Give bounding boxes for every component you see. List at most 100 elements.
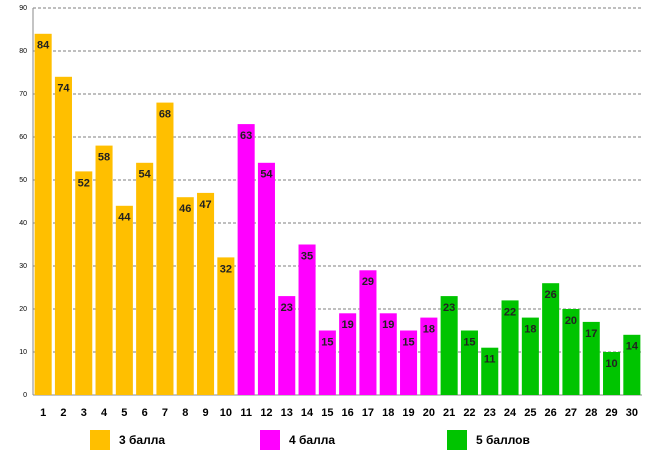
x-tick-label: 23	[484, 407, 496, 419]
bar	[359, 270, 377, 395]
legend-label: 4 балла	[289, 433, 335, 447]
y-tick-label: 20	[19, 306, 27, 313]
x-tick-label: 14	[301, 407, 314, 419]
value-label: 19	[382, 319, 394, 331]
x-tick-label: 1	[40, 407, 46, 419]
bar	[339, 313, 357, 395]
value-label: 52	[78, 177, 90, 189]
x-tick-label: 27	[565, 407, 577, 419]
x-tick-label: 29	[605, 407, 617, 419]
value-label: 20	[565, 315, 577, 327]
value-label: 17	[585, 328, 597, 340]
x-tick-label: 10	[220, 407, 232, 419]
legend-swatch	[90, 430, 110, 450]
x-tick-label: 21	[443, 407, 455, 419]
bar	[460, 330, 478, 395]
value-label: 10	[605, 358, 617, 370]
value-label: 15	[402, 336, 414, 348]
x-tick-label: 19	[402, 407, 414, 419]
x-tick-label: 4	[101, 407, 108, 419]
value-label: 19	[342, 319, 354, 331]
y-tick-label: 40	[19, 220, 27, 227]
bar	[379, 313, 397, 395]
y-tick-label: 60	[19, 134, 27, 141]
bar	[115, 205, 133, 395]
bar	[257, 162, 275, 395]
value-label: 18	[423, 324, 435, 336]
bar	[298, 244, 316, 395]
bar	[521, 317, 539, 395]
value-label: 84	[37, 40, 50, 52]
value-label: 35	[301, 250, 313, 262]
x-tick-label: 11	[240, 407, 252, 419]
bar	[34, 33, 52, 396]
x-tick-label: 24	[504, 407, 517, 419]
bar	[197, 192, 215, 395]
value-label: 15	[321, 336, 333, 348]
bar	[400, 330, 418, 395]
x-tick-label: 20	[423, 407, 435, 419]
value-label: 68	[159, 109, 171, 121]
y-tick-label: 0	[23, 392, 27, 399]
y-tick-label: 50	[19, 177, 27, 184]
value-label: 11	[484, 354, 496, 366]
x-tick-label: 3	[81, 407, 87, 419]
value-label: 14	[626, 341, 639, 353]
x-tick-label: 25	[524, 407, 536, 419]
value-label: 54	[260, 169, 273, 181]
value-label: 74	[57, 83, 70, 95]
value-label: 23	[281, 302, 293, 314]
bar	[136, 162, 154, 395]
y-tick-label: 90	[19, 5, 27, 12]
value-label: 23	[443, 302, 455, 314]
bar	[156, 102, 174, 395]
x-tick-label: 22	[463, 407, 475, 419]
bar	[278, 296, 296, 395]
x-tick-label: 26	[545, 407, 557, 419]
x-tick-label: 28	[585, 407, 597, 419]
value-label: 47	[199, 199, 211, 211]
bar	[542, 283, 560, 395]
bar	[54, 76, 72, 396]
bar	[237, 124, 255, 395]
value-label: 29	[362, 276, 374, 288]
y-tick-label: 30	[19, 263, 27, 270]
bar	[318, 330, 336, 395]
value-label: 58	[98, 152, 110, 164]
bar	[501, 300, 519, 395]
value-label: 63	[240, 130, 252, 142]
x-tick-label: 12	[260, 407, 272, 419]
x-tick-label: 2	[60, 407, 66, 419]
x-tick-label: 6	[142, 407, 148, 419]
bar	[623, 334, 641, 395]
value-label: 46	[179, 203, 191, 215]
x-tick-label: 7	[162, 407, 168, 419]
bar	[481, 347, 499, 395]
value-label: 32	[220, 263, 232, 275]
y-tick-label: 10	[19, 349, 27, 356]
x-tick-label: 9	[202, 407, 208, 419]
legend-label: 5 баллов	[476, 433, 530, 447]
value-label: 26	[545, 289, 557, 301]
bar	[603, 352, 621, 395]
x-tick-label: 30	[626, 407, 638, 419]
legend-swatch	[447, 430, 467, 450]
x-tick-label: 18	[382, 407, 394, 419]
x-tick-label: 5	[121, 407, 127, 419]
x-tick-label: 15	[321, 407, 333, 419]
value-label: 18	[524, 324, 536, 336]
value-label: 22	[504, 306, 516, 318]
bar	[582, 321, 600, 395]
y-tick-label: 70	[19, 91, 27, 98]
value-label: 15	[463, 336, 475, 348]
bar	[217, 257, 235, 395]
bar	[95, 145, 113, 395]
bar	[176, 197, 194, 395]
bar	[562, 309, 580, 395]
x-tick-label: 8	[182, 407, 188, 419]
legend-label: 3 балла	[119, 433, 165, 447]
value-label: 44	[118, 212, 131, 224]
bar	[420, 317, 438, 395]
bar	[440, 296, 458, 395]
